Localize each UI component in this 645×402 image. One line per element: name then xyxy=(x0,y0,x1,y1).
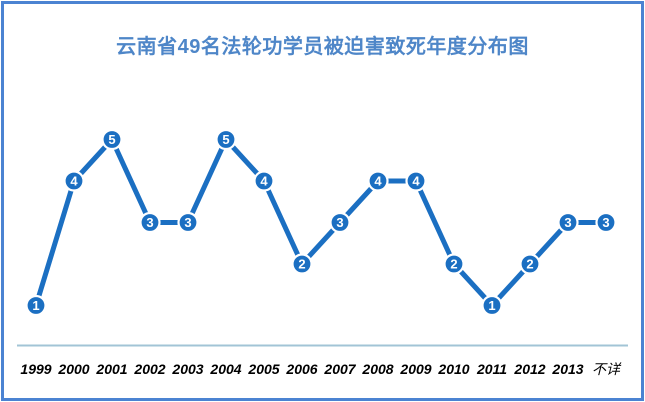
data-point-marker xyxy=(101,128,123,151)
data-point-label: 3 xyxy=(146,215,153,230)
x-axis-tick-label: 2006 xyxy=(285,361,317,377)
data-point-label: 3 xyxy=(336,215,343,230)
x-axis-tick-label: 1999 xyxy=(20,361,51,377)
data-point-label: 4 xyxy=(70,174,78,189)
data-point-marker xyxy=(177,211,199,234)
data-point-marker xyxy=(253,170,275,192)
x-axis-tick-label: 2001 xyxy=(95,361,127,377)
data-point-label: 1 xyxy=(488,298,495,313)
x-axis-tick-label: 2005 xyxy=(247,361,279,377)
data-point-marker xyxy=(443,253,465,275)
data-point-label: 2 xyxy=(298,257,305,272)
data-point-marker xyxy=(291,253,313,275)
series-line xyxy=(33,137,609,308)
data-point-marker xyxy=(481,294,503,317)
data-point-label: 5 xyxy=(108,132,115,147)
data-point-label: 1 xyxy=(32,298,39,313)
x-axis-tick-label: 2008 xyxy=(361,361,393,377)
x-axis-tick-label: 不详 xyxy=(592,361,622,377)
data-point-marker xyxy=(557,211,579,234)
data-point-label: 4 xyxy=(412,174,420,189)
data-point-marker xyxy=(25,294,47,317)
data-point-marker xyxy=(329,211,351,234)
data-point-label: 3 xyxy=(564,215,571,230)
data-point-marker xyxy=(367,170,389,192)
data-point-marker xyxy=(63,170,85,192)
data-point-label: 2 xyxy=(450,257,457,272)
x-axis-tick-label: 2011 xyxy=(476,361,507,377)
data-point-label: 4 xyxy=(260,174,268,189)
x-axis-tick-label: 2000 xyxy=(57,361,89,377)
x-axis-tick-label: 2013 xyxy=(551,361,583,377)
chart-title: 云南省49名法轮功学员被迫害致死年度分布图 xyxy=(116,36,529,58)
x-axis-tick-label: 2009 xyxy=(399,361,431,377)
data-point-marker xyxy=(595,211,617,234)
x-axis-tick-label: 2002 xyxy=(133,361,165,377)
data-point-label: 5 xyxy=(222,132,229,147)
data-point-marker xyxy=(405,170,427,192)
data-point-label: 3 xyxy=(184,215,191,230)
data-point-label: 3 xyxy=(602,215,609,230)
x-axis-tick-label: 2012 xyxy=(513,361,545,377)
data-point-marker xyxy=(519,253,541,275)
x-axis-tick-label: 2007 xyxy=(323,361,356,377)
data-point-label: 4 xyxy=(374,174,382,189)
x-axis-tick-label: 2003 xyxy=(171,361,203,377)
x-axis-tick-label: 2004 xyxy=(209,361,241,377)
x-axis-tick-label: 2010 xyxy=(437,361,469,377)
data-point-marker xyxy=(215,128,237,151)
data-point-marker xyxy=(139,211,161,234)
data-point-label: 2 xyxy=(526,257,533,272)
